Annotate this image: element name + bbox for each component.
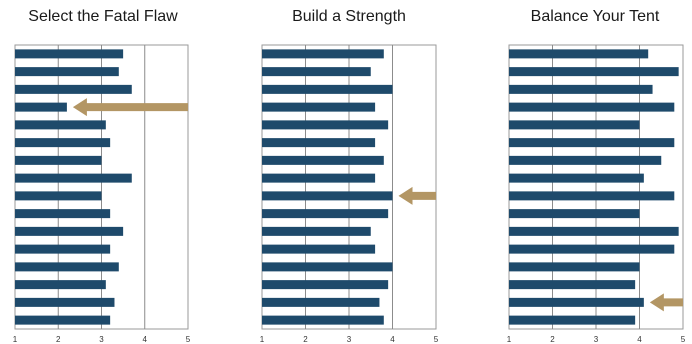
x-tick-label-build-strength-5: 5: [434, 335, 439, 344]
x-tick-label-balance-tent-2: 2: [550, 335, 555, 344]
bar-fatal-flaw-1: [15, 49, 124, 59]
bar-build-strength-3: [262, 84, 393, 94]
bar-fatal-flaw-8: [15, 173, 132, 183]
bar-build-strength-7: [262, 155, 384, 165]
chart-title-balance-tent: Balance Your Tent: [530, 8, 660, 25]
bar-fatal-flaw-7: [15, 155, 102, 165]
bar-fatal-flaw-2: [15, 67, 119, 77]
x-tick-label-fatal-flaw-1: 1: [13, 335, 18, 344]
bar-build-strength-14: [262, 280, 389, 290]
bar-fatal-flaw-10: [15, 209, 111, 219]
x-tick-label-build-strength-4: 4: [390, 335, 395, 344]
x-tick-label-build-strength-2: 2: [303, 335, 308, 344]
x-tick-label-balance-tent-5: 5: [681, 335, 686, 344]
bar-fatal-flaw-6: [15, 138, 111, 148]
bar-build-strength-5: [262, 120, 389, 130]
x-tick-label-balance-tent-1: 1: [507, 335, 512, 344]
bar-build-strength-6: [262, 138, 376, 148]
bar-fatal-flaw-15: [15, 297, 115, 307]
bar-build-strength-9: [262, 191, 393, 201]
bar-build-strength-2: [262, 67, 371, 77]
x-tick-label-fatal-flaw-2: 2: [56, 335, 61, 344]
bar-balance-tent-2: [509, 67, 679, 77]
bar-balance-tent-16: [509, 315, 636, 325]
bar-balance-tent-11: [509, 226, 679, 236]
bar-balance-tent-10: [509, 209, 640, 219]
x-tick-label-build-strength-1: 1: [260, 335, 265, 344]
bar-build-strength-10: [262, 209, 389, 219]
bar-fatal-flaw-3: [15, 84, 132, 94]
bar-build-strength-1: [262, 49, 384, 59]
x-tick-label-fatal-flaw-4: 4: [143, 335, 148, 344]
bar-build-strength-8: [262, 173, 376, 183]
bar-fatal-flaw-12: [15, 244, 111, 254]
bar-balance-tent-1: [509, 49, 649, 59]
x-tick-label-build-strength-3: 3: [347, 335, 352, 344]
bar-build-strength-12: [262, 244, 376, 254]
bar-balance-tent-6: [509, 138, 675, 148]
bar-fatal-flaw-9: [15, 191, 102, 201]
bar-fatal-flaw-13: [15, 262, 119, 272]
bar-balance-tent-14: [509, 280, 636, 290]
bar-balance-tent-9: [509, 191, 675, 201]
bar-balance-tent-7: [509, 155, 662, 165]
bar-build-strength-16: [262, 315, 384, 325]
chart-title-fatal-flaw: Select the Fatal Flaw: [28, 8, 178, 25]
bar-balance-tent-4: [509, 102, 675, 112]
x-tick-label-fatal-flaw-3: 3: [99, 335, 104, 344]
highlight-arrow-build-strength: [398, 186, 436, 205]
bar-fatal-flaw-4: [15, 102, 67, 112]
bar-balance-tent-5: [509, 120, 640, 130]
bar-balance-tent-13: [509, 262, 640, 272]
bar-build-strength-4: [262, 102, 376, 112]
highlight-arrow-balance-tent: [649, 293, 683, 312]
bar-balance-tent-3: [509, 84, 653, 94]
bar-balance-tent-12: [509, 244, 675, 254]
x-tick-label-fatal-flaw-5: 5: [186, 335, 191, 344]
bar-balance-tent-8: [509, 173, 644, 183]
bar-fatal-flaw-11: [15, 226, 124, 236]
highlight-arrow-fatal-flaw: [72, 98, 188, 117]
x-tick-label-balance-tent-4: 4: [637, 335, 642, 344]
chart-title-build-strength: Build a Strength: [292, 8, 406, 25]
bar-fatal-flaw-16: [15, 315, 111, 325]
bar-build-strength-13: [262, 262, 393, 272]
bar-build-strength-15: [262, 297, 380, 307]
bar-build-strength-11: [262, 226, 371, 236]
bar-fatal-flaw-5: [15, 120, 106, 130]
x-tick-label-balance-tent-3: 3: [594, 335, 599, 344]
bar-balance-tent-15: [509, 297, 644, 307]
bar-fatal-flaw-14: [15, 280, 106, 290]
